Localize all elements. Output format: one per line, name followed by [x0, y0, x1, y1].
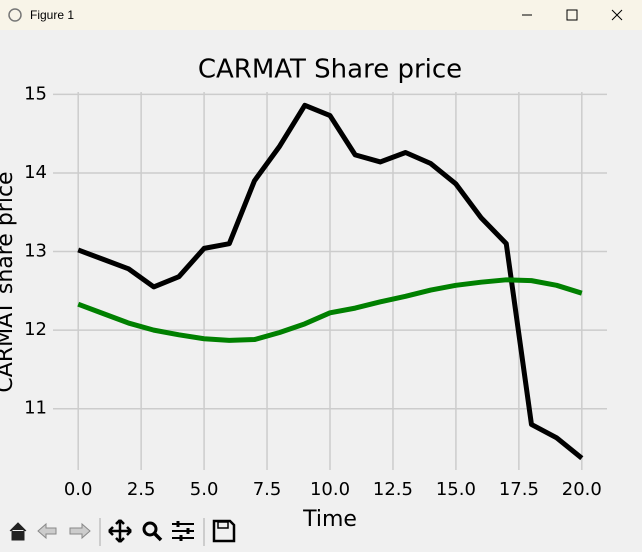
y-tick-label: 11 [24, 398, 47, 419]
close-button[interactable] [611, 9, 623, 21]
x-tick-label: 0.0 [64, 479, 93, 500]
save-icon-part [217, 521, 229, 529]
pan-button[interactable] [108, 519, 132, 543]
title-bar [0, 0, 642, 30]
line-series [77, 277, 583, 343]
y-tick-label: 14 [24, 162, 47, 183]
home-icon [9, 522, 27, 541]
x-tick-label: 2.5 [127, 479, 156, 500]
x-tick-label: 17.5 [499, 479, 539, 500]
line-series [77, 102, 584, 461]
zoom-handle [152, 531, 163, 542]
x-tick-label: 10.0 [310, 479, 350, 500]
zoom-button[interactable] [142, 521, 158, 537]
back-button[interactable] [37, 522, 57, 540]
save-button[interactable] [212, 519, 236, 543]
forward-button[interactable] [69, 522, 91, 540]
x-tick-label: 20.0 [562, 479, 602, 500]
window-title: Figure 1 [30, 8, 74, 22]
x-tick-label: 12.5 [373, 479, 413, 500]
x-tick-label: 5.0 [190, 479, 219, 500]
app-icon [8, 8, 22, 22]
plot: 0.0 2.5 5.0 7.5 10.0 12.5 15.0 17.5 20.0 11 12 13 14… [0, 55, 607, 532]
chart-title: CARMAT Share price [198, 55, 462, 85]
configure-sliders [176, 521, 190, 541]
x-tick-label: 7.5 [253, 479, 282, 500]
y-tick-label: 15 [24, 83, 47, 104]
configure-button[interactable] [172, 523, 194, 539]
y-tick-label: 13 [24, 241, 47, 262]
y-axis-label: CARMAT share price [0, 171, 18, 392]
x-tick-label: 15.0 [436, 479, 476, 500]
toolbar [6, 518, 236, 546]
y-tick-label: 12 [24, 319, 47, 340]
x-axis-label: Time [302, 507, 357, 532]
maximize-button[interactable] [566, 9, 578, 21]
